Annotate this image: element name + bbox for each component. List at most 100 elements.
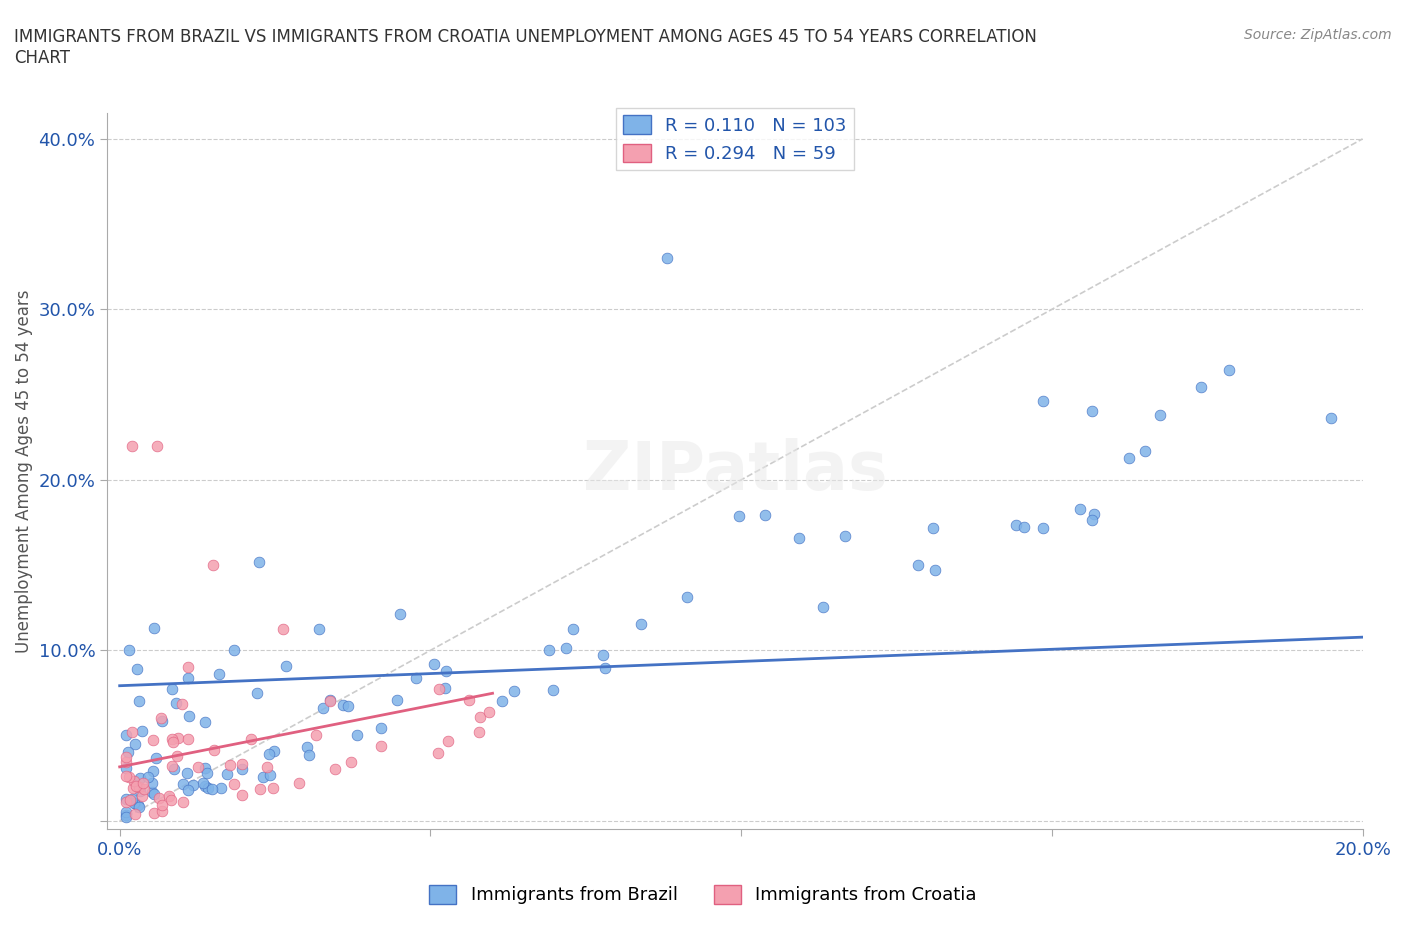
Immigrants from Croatia — [118, 770, 141, 785]
Immigrants from Brazil — [197, 781, 219, 796]
Immigrants from Croatia — [470, 710, 492, 724]
Immigrants from Croatia — [143, 805, 166, 820]
Immigrants from Brazil — [177, 783, 200, 798]
Immigrants from Brazil — [127, 662, 149, 677]
Immigrants from Croatia — [122, 780, 145, 795]
Immigrants from Croatia — [231, 756, 253, 771]
Immigrants from Brazil — [312, 701, 335, 716]
Text: IMMIGRANTS FROM BRAZIL VS IMMIGRANTS FROM CROATIA UNEMPLOYMENT AMONG AGES 45 TO : IMMIGRANTS FROM BRAZIL VS IMMIGRANTS FRO… — [14, 28, 1038, 67]
Immigrants from Brazil — [194, 714, 217, 729]
Immigrants from Croatia — [150, 798, 173, 813]
Immigrants from Croatia — [426, 746, 449, 761]
Immigrants from Brazil — [370, 721, 392, 736]
Legend: R = 0.110   N = 103, R = 0.294   N = 59: R = 0.110 N = 103, R = 0.294 N = 59 — [616, 108, 853, 170]
Immigrants from Brazil — [259, 767, 281, 782]
Immigrants from Brazil — [127, 797, 149, 812]
Immigrants from Croatia — [219, 758, 242, 773]
Immigrants from Brazil — [561, 621, 583, 636]
Immigrants from Brazil — [141, 784, 163, 799]
Immigrants from Brazil — [177, 671, 200, 685]
Immigrants from Croatia — [170, 697, 193, 711]
Immigrants from Brazil — [1149, 407, 1171, 422]
Immigrants from Croatia — [124, 806, 146, 821]
Legend: Immigrants from Brazil, Immigrants from Croatia: Immigrants from Brazil, Immigrants from … — [422, 878, 984, 911]
Immigrants from Croatia — [468, 724, 491, 739]
Immigrants from Brazil — [162, 682, 184, 697]
Immigrants from Brazil — [201, 781, 224, 796]
Immigrants from Croatia — [134, 782, 156, 797]
Immigrants from Brazil — [592, 648, 614, 663]
Immigrants from Croatia — [305, 728, 328, 743]
Immigrants from Brazil — [252, 770, 274, 785]
Immigrants from Brazil — [194, 761, 217, 776]
Immigrants from Croatia — [128, 780, 150, 795]
Text: Source: ZipAtlas.com: Source: ZipAtlas.com — [1244, 28, 1392, 42]
Immigrants from Brazil — [675, 590, 697, 604]
Immigrants from Croatia — [160, 792, 183, 807]
Immigrants from Brazil — [177, 709, 200, 724]
Immigrants from Brazil — [142, 620, 165, 635]
Immigrants from Croatia — [115, 750, 138, 764]
Immigrants from Brazil — [115, 727, 138, 742]
Immigrants from Brazil — [337, 698, 360, 713]
Immigrants from Croatia — [121, 724, 143, 739]
Immigrants from Brazil — [121, 791, 143, 806]
Immigrants from Brazil — [318, 693, 340, 708]
Immigrants from Croatia — [131, 776, 153, 790]
Immigrants from Brazil — [176, 765, 198, 780]
Immigrants from Brazil — [129, 771, 152, 786]
Immigrants from Croatia — [427, 682, 450, 697]
Immigrants from Croatia — [177, 731, 200, 746]
Immigrants from Croatia — [262, 780, 284, 795]
Immigrants from Brazil — [1083, 506, 1105, 521]
Immigrants from Brazil — [193, 776, 215, 790]
Immigrants from Croatia — [202, 743, 225, 758]
Immigrants from Croatia — [177, 659, 200, 674]
Immigrants from Croatia — [288, 776, 311, 790]
Immigrants from Croatia — [340, 754, 363, 769]
Immigrants from Brazil — [115, 810, 138, 825]
Immigrants from Croatia — [162, 735, 184, 750]
Immigrants from Brazil — [231, 762, 253, 777]
Immigrants from Croatia — [187, 760, 209, 775]
Immigrants from Brazil — [554, 640, 576, 655]
Immigrants from Croatia — [160, 732, 183, 747]
Immigrants from Croatia — [370, 738, 392, 753]
Immigrants from Brazil — [1189, 379, 1212, 394]
Immigrants from Brazil — [537, 643, 560, 658]
Immigrants from Brazil — [115, 807, 138, 822]
Immigrants from Croatia — [115, 769, 138, 784]
Immigrants from Brazil — [141, 776, 163, 790]
Immigrants from Brazil — [728, 509, 751, 524]
Immigrants from Croatia — [478, 705, 501, 720]
Immigrants from Croatia — [222, 777, 245, 791]
Immigrants from Brazil — [907, 557, 929, 572]
Immigrants from Brazil — [593, 661, 616, 676]
Immigrants from Brazil — [541, 683, 564, 698]
Immigrants from Croatia — [201, 558, 224, 573]
Immigrants from Brazil — [128, 694, 150, 709]
Immigrants from Croatia — [231, 788, 253, 803]
Immigrants from Brazil — [224, 643, 246, 658]
Immigrants from Croatia — [120, 792, 142, 807]
Immigrants from Brazil — [346, 728, 368, 743]
Immigrants from Brazil — [423, 657, 446, 671]
Immigrants from Brazil — [122, 796, 145, 811]
Immigrants from Croatia — [166, 749, 188, 764]
Immigrants from Brazil — [295, 739, 318, 754]
Immigrants from Brazil — [183, 777, 205, 792]
Immigrants from Brazil — [332, 698, 354, 712]
Immigrants from Brazil — [405, 671, 427, 685]
Immigrants from Brazil — [124, 737, 146, 751]
Text: ZIPatlas: ZIPatlas — [582, 438, 887, 504]
Immigrants from Brazil — [163, 762, 186, 777]
Immigrants from Croatia — [319, 694, 342, 709]
Immigrants from Brazil — [128, 800, 150, 815]
Immigrants from Croatia — [436, 734, 458, 749]
Immigrants from Brazil — [434, 681, 457, 696]
Immigrants from Brazil — [385, 692, 408, 707]
Immigrants from Brazil — [630, 617, 652, 631]
Immigrants from Croatia — [239, 732, 262, 747]
Immigrants from Brazil — [1218, 362, 1240, 377]
Immigrants from Brazil — [117, 744, 139, 759]
